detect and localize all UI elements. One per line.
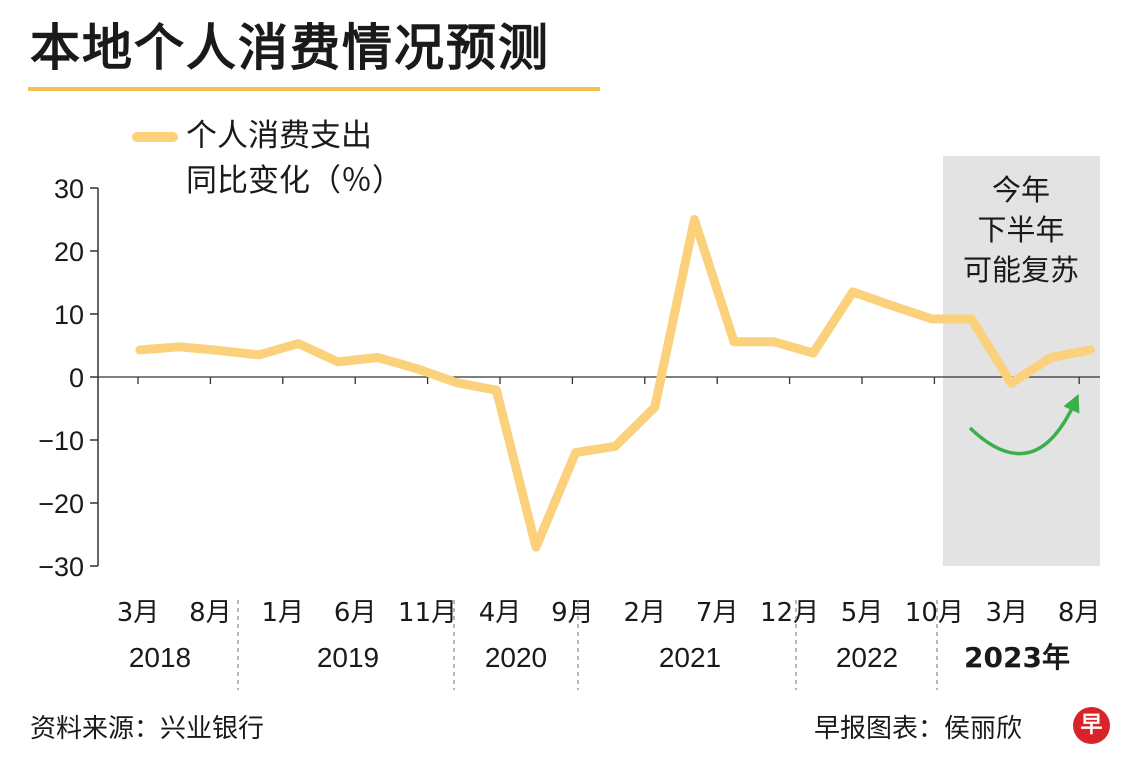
year-label: 2020 xyxy=(485,642,547,673)
x-tick-label: 11月 xyxy=(398,598,457,628)
x-tick-label: 3月 xyxy=(117,598,160,628)
title-underline xyxy=(28,87,600,91)
y-tick-label: −30 xyxy=(38,552,84,582)
x-tick-label: 8月 xyxy=(1058,598,1101,628)
y-tick-label: −10 xyxy=(38,426,84,456)
x-tick-label: 7月 xyxy=(696,598,739,628)
year-label: 2023年 xyxy=(964,641,1070,674)
x-tick-label: 9月 xyxy=(551,598,594,628)
highlight-annotation-line: 今年 xyxy=(992,173,1050,207)
year-label: 2018 xyxy=(129,642,191,673)
highlight-annotation-line: 可能复苏 xyxy=(963,253,1079,287)
year-label: 2019 xyxy=(317,642,379,673)
chart-title: 本地个人消费情况预测 xyxy=(30,19,550,77)
legend-swatch xyxy=(132,132,178,142)
recovery-arrow-icon xyxy=(968,394,1080,456)
x-tick-label: 10月 xyxy=(905,598,964,628)
highlight-annotation-line: 下半年 xyxy=(977,213,1064,247)
y-tick-label: 30 xyxy=(54,174,84,204)
year-label: 2021 xyxy=(659,642,721,673)
y-tick-label: 10 xyxy=(54,300,84,330)
y-tick-label: 20 xyxy=(54,237,84,267)
x-tick-label: 5月 xyxy=(841,598,884,628)
x-tick-label: 8月 xyxy=(189,598,232,628)
year-label: 2022 xyxy=(836,642,898,673)
x-tick-label: 1月 xyxy=(262,598,305,628)
y-tick-label: −20 xyxy=(38,489,84,519)
x-tick-label: 4月 xyxy=(479,598,522,628)
legend-label-line1: 个人消费支出 xyxy=(186,118,372,154)
x-tick-label: 2月 xyxy=(624,598,667,628)
legend-label: 个人消费支出 同比变化（％） xyxy=(186,114,486,204)
source-note: 资料来源：兴业银行 xyxy=(30,714,265,744)
y-tick-label: 0 xyxy=(69,363,84,393)
credit-note: 早报图表：侯丽欣 xyxy=(814,714,1023,744)
x-tick-label: 6月 xyxy=(334,598,377,628)
x-tick-label: 12月 xyxy=(760,598,819,628)
legend-label-line2: 同比变化（％） xyxy=(186,163,403,199)
highlight-band xyxy=(943,156,1100,566)
zaobao-logo-icon: 早 xyxy=(1073,707,1110,744)
x-tick-label: 3月 xyxy=(986,598,1029,628)
